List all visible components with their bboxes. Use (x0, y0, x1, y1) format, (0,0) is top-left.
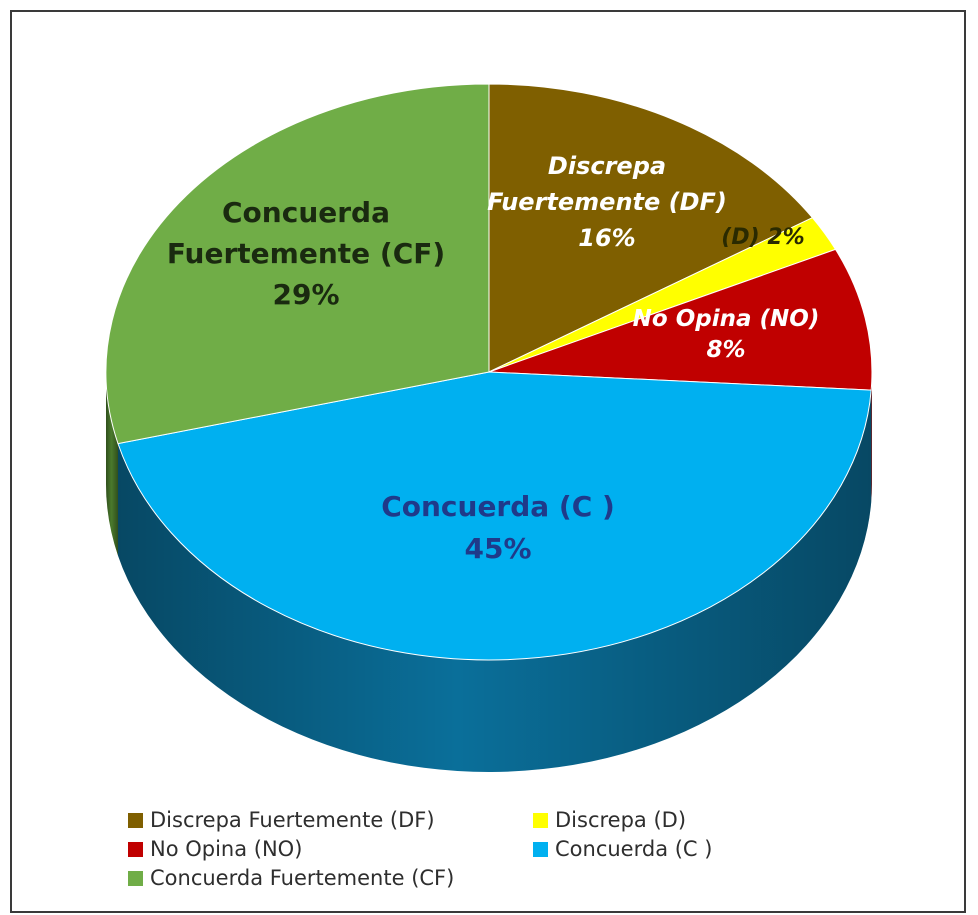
pie-label-line-cf-1: Fuertemente (CF) (167, 237, 445, 270)
pie-side-shade-no (871, 372, 872, 503)
legend-swatch-c (533, 841, 548, 857)
pie-label-line-c-1: 45% (464, 532, 531, 565)
legend-swatch-df (128, 812, 143, 828)
pie-labels: Discrepa Fuertemente (DF) 16% (D) 2% No Opin… (167, 152, 820, 565)
pie-label-line-df-1: Fuertemente (DF) (487, 188, 727, 216)
legend-swatch-cf (128, 870, 143, 886)
pie-side-shade-c (118, 390, 872, 772)
pie-label-line-c-0: Concuerda (C ) (381, 490, 615, 523)
legend-item-d: Discrepa (D) (533, 808, 686, 832)
legend-item-c: Concuerda (C ) (533, 837, 712, 861)
legend-label-cf: Concuerda Fuertemente (CF) (150, 866, 455, 890)
pie-slice-no (488, 248, 873, 391)
pie-label-c: Concuerda (C ) 45% (381, 490, 615, 565)
pie-label-line-no-0: No Opina (NO) (633, 306, 820, 332)
pie-label-cf: Concuerda Fuertemente (CF) 29% (167, 196, 445, 311)
pie-label-line-no-1: 8% (706, 337, 745, 363)
legend-item-cf: Concuerda Fuertemente (CF) (128, 866, 454, 890)
pie-label-d: (D) 2% (721, 225, 804, 250)
pie-label-df: Discrepa Fuertemente (DF) 16% (487, 152, 727, 252)
pie-label-line-cf-2: 29% (272, 278, 339, 311)
legend-item-no: No Opina (NO) (128, 837, 302, 861)
legend-label-d: Discrepa (D) (555, 808, 687, 832)
legend-swatch-no (128, 841, 143, 857)
pie-label-line-cf-0: Concuerda (222, 196, 390, 229)
legend-label-df: Discrepa Fuertemente (DF) (150, 808, 435, 832)
legend-item-df: Discrepa Fuertemente (DF) (128, 808, 435, 832)
legend-swatch-d (533, 812, 548, 828)
legend-label-no: No Opina (NO) (150, 837, 303, 861)
pie-slice-cf (105, 83, 490, 445)
pie-sides (105, 372, 872, 772)
pie-label-line-df-2: 16% (578, 224, 635, 252)
pie-label-line-d-0: (D) 2% (721, 225, 804, 250)
pie-label-line-df-0: Discrepa (548, 152, 666, 180)
pie-label-no: No Opina (NO) 8% (633, 306, 820, 363)
pie-side-shade-cf (105, 372, 118, 556)
legend-label-c: Concuerda (C ) (555, 837, 713, 861)
pie-slice-c (117, 371, 872, 661)
pie-slice-df (488, 83, 814, 373)
pie-tops (105, 83, 873, 661)
